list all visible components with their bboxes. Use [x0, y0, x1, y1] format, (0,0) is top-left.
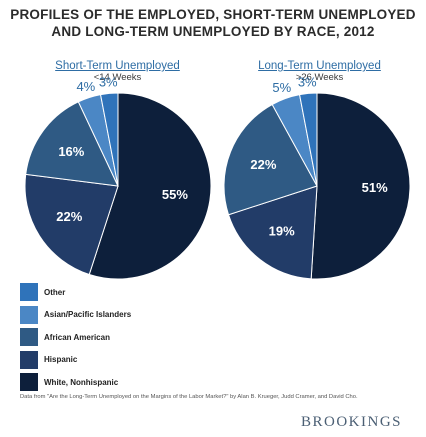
legend-label-white-nonhispanic: White, Nonhispanic	[44, 377, 119, 387]
chart-title-line-2: AND LONG-TERM UNEMPLOYED BY RACE, 2012	[51, 24, 375, 39]
chart-title: PROFILES OF THE EMPLOYED, SHORT-TERM UNE…	[0, 6, 426, 40]
pie-1-label-african-american: 16%	[58, 144, 84, 159]
pie-1-slice-african-american	[25, 101, 119, 187]
source-note: Data from "Are the Long-Term Unemployed …	[20, 394, 358, 400]
pie-1-label-white-nonhispanic: 55%	[162, 187, 188, 202]
pie-chart-long-term: 51% 19% 22% 5% 3%	[223, 74, 411, 280]
pie-1-label-hispanic: 22%	[56, 209, 82, 224]
legend-item-asian-pacific: Asian/Pacific Islanders	[20, 304, 131, 327]
pie-1-slice-other	[99, 92, 119, 187]
pie-chart-short-term: 55% 22% 16% 4% 3%	[24, 74, 212, 280]
chart-title-line-1: PROFILES OF THE EMPLOYED, SHORT-TERM UNE…	[10, 7, 416, 22]
pie-2-label-african-american: 22%	[250, 157, 276, 172]
pie-2-label-other: 3%	[298, 74, 317, 89]
pie-2-subtitle: >26 Weeks	[295, 72, 344, 83]
legend-swatch-hispanic	[20, 350, 38, 369]
pie-1-heading: Short-Term Unemployed <14 Weeks	[25, 60, 210, 84]
brookings-logo: BROOKINGS	[301, 414, 403, 430]
legend-item-white-nonhispanic: White, Nonhispanic	[20, 371, 131, 394]
legend-label-african-american: African American	[44, 332, 110, 342]
pie-2-label-asian-pacific-islanders: 5%	[272, 80, 291, 95]
legend-swatch-white-nonhispanic	[20, 373, 38, 392]
pie-2-slice-other	[298, 92, 318, 187]
legend-label-hispanic: Hispanic	[44, 355, 78, 365]
pie-2-slice-african-american	[223, 103, 318, 216]
pie-1-label-other: 3%	[99, 74, 118, 89]
legend-label-asian-pacific: Asian/Pacific Islanders	[44, 310, 132, 320]
legend-swatch-asian-pacific	[20, 305, 38, 324]
pie-1-subtitle: <14 Weeks	[93, 72, 142, 83]
pie-1-label-asian-pacific-islanders: 4%	[76, 79, 95, 94]
legend-swatch-other	[20, 283, 38, 302]
legend-item-other: Other	[20, 281, 131, 304]
pie-1-slice-white-nonhispanic	[88, 92, 212, 280]
legend-item-hispanic: Hispanic	[20, 349, 131, 372]
pie-2-title: Long-Term Unemployed	[258, 60, 381, 72]
pie-2-slice-white-nonhispanic	[310, 92, 411, 280]
pie-2-slice-hispanic	[227, 185, 318, 280]
pie-2-label-white-nonhispanic: 51%	[362, 180, 388, 195]
legend-item-african-american: African American	[20, 326, 131, 349]
pie-1-slice-hispanic	[24, 173, 119, 276]
pie-1-title: Short-Term Unemployed	[55, 60, 180, 72]
legend: Other Asian/Pacific Islanders African Am…	[20, 281, 131, 394]
legend-swatch-african-american	[20, 328, 38, 347]
pie-2-heading: Long-Term Unemployed >26 Weeks	[222, 60, 417, 84]
legend-label-other: Other	[44, 287, 66, 297]
pie-2-label-hispanic: 19%	[269, 224, 295, 239]
